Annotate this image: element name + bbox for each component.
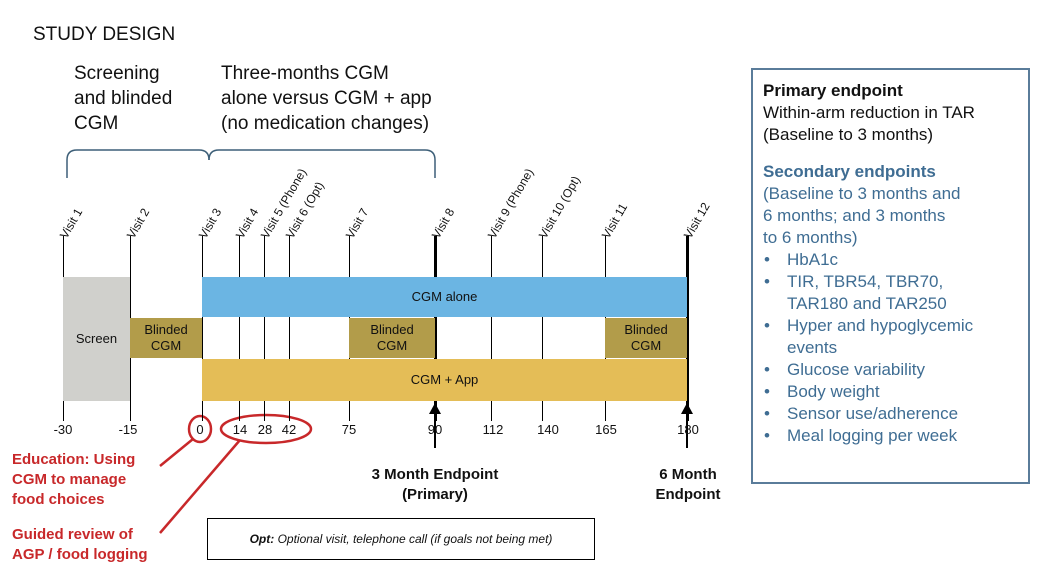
day-tick-label: 42: [281, 422, 297, 437]
list-item: • Glucose variability: [764, 360, 925, 379]
page-title: STUDY DESIGN: [33, 24, 176, 45]
endpoints-panel: Primary endpoint Within-arm reduction in…: [751, 68, 1030, 484]
day-tick-label: 140: [537, 422, 559, 437]
visit-line: [289, 236, 290, 421]
phase2-bracket: [208, 149, 436, 178]
primary-endpoint-line-1: Within-arm reduction in TAR: [763, 103, 975, 122]
endpoint-6-month: 6 Month Endpoint: [655, 466, 721, 503]
primary-endpoint-heading: Primary endpoint: [763, 81, 903, 100]
day-tick-label: -30: [53, 422, 73, 437]
education-pointer: [159, 438, 194, 467]
secondary-endpoints-list: • HbA1c • TIR, TBR54, TBR70, TAR180 and TAR…: [763, 249, 1018, 447]
day-tick-label: 75: [341, 422, 357, 437]
cgm-app-bar: CGM + App: [202, 359, 687, 401]
day-tick-label: 165: [595, 422, 617, 437]
phase2-label: Three-months CGM alone versus CGM + app …: [221, 63, 432, 134]
day-tick-label: 112: [482, 422, 504, 437]
phase1-label: Screening and blinded CGM: [74, 63, 173, 134]
visit-line: [542, 236, 543, 421]
day-tick-label: 28: [257, 422, 273, 437]
visit-line: [686, 236, 689, 421]
guided-review-annotation: Guided review of AGP / food logging: [12, 526, 148, 563]
blinded-cgm-bar-3: Blinded CGM: [605, 318, 687, 358]
day-tick-label: 90: [427, 422, 443, 437]
list-item: • HbA1c: [764, 250, 839, 269]
primary-endpoint-line-2: (Baseline to 3 months): [763, 125, 934, 144]
secondary-endpoints-heading: Secondary endpoints: [763, 162, 936, 181]
secondary-line-2: 6 months; and 3 months: [763, 206, 946, 225]
screen-bar: Screen: [63, 277, 130, 401]
day-tick-label: 14: [232, 422, 248, 437]
guided-pointer: [159, 439, 241, 534]
blinded-cgm-bar-1: Blinded CGM: [130, 318, 202, 358]
day-tick-label: 180: [677, 422, 699, 437]
endpoint-3-month: 3 Month Endpoint (Primary): [371, 466, 499, 503]
day-tick-label: -15: [118, 422, 138, 437]
visit-line: [491, 236, 492, 421]
secondary-line-1: (Baseline to 3 months and: [763, 184, 961, 203]
list-item: • Hyper and hypoglycemic events: [764, 316, 974, 357]
days-14-42-circle: [219, 413, 313, 445]
day-tick-label: 0: [196, 422, 204, 437]
visit-line: [264, 236, 265, 421]
secondary-line-3: to 6 months): [763, 228, 858, 247]
list-item: • Body weight: [764, 382, 880, 401]
education-annotation: Education: Using CGM to manage food choi…: [12, 451, 136, 508]
list-item: • TIR, TBR54, TBR70, TAR180 and TAR250: [764, 272, 947, 313]
visit-line: [239, 236, 240, 421]
cgm-alone-bar: CGM alone: [202, 277, 687, 317]
day0-circle: [187, 414, 213, 444]
list-item: • Sensor use/adherence: [764, 404, 959, 423]
visit-line: [202, 236, 203, 421]
visit-line: [434, 236, 437, 421]
blinded-cgm-bar-2: Blinded CGM: [349, 318, 435, 358]
phase1-bracket: [66, 149, 210, 178]
list-item: • Meal logging per week: [764, 426, 958, 445]
optional-visit-legend: Opt: Optional visit, telephone call (if …: [207, 518, 595, 560]
